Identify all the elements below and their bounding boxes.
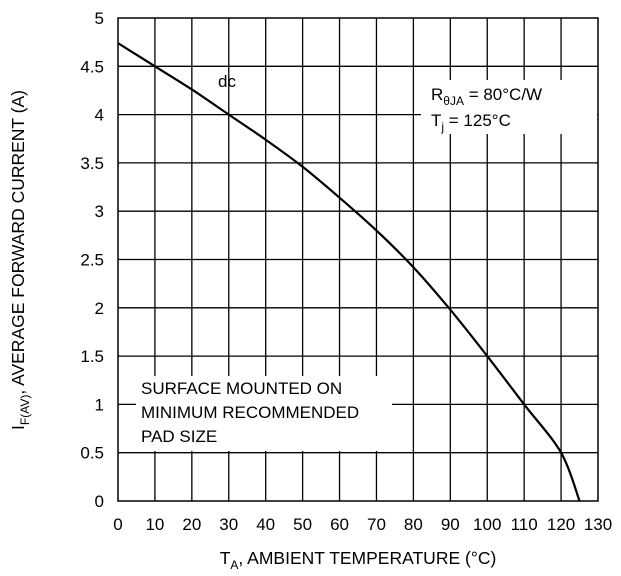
mount-note-line-3: PAD SIZE — [141, 427, 217, 446]
y-tick-label: 1 — [95, 395, 104, 414]
mount-annotation-bg — [136, 376, 392, 451]
y-tick-label: 3 — [95, 202, 104, 221]
tj-annotation: Tj = 125°C — [431, 111, 511, 134]
x-tick-label: 60 — [330, 515, 349, 534]
tick-labels: 0 10 20 30 40 50 60 70 80 90 100 110 120 130 0 0.5 1 1.5 2… — [80, 9, 612, 534]
series-label-dc: dc — [218, 72, 236, 91]
x-tick-label: 80 — [404, 515, 423, 534]
y-tick-label: 4.5 — [80, 57, 104, 76]
x-tick-label: 110 — [511, 515, 538, 534]
y-tick-label: 1.5 — [80, 347, 104, 366]
r-theta-ja-annotation: RθJA = 80°C/W — [431, 85, 542, 108]
x-tick-label: 40 — [256, 515, 275, 534]
y-tick-label: 0.5 — [80, 444, 104, 463]
rating-annotation-bg — [421, 80, 597, 134]
x-tick-label: 50 — [293, 515, 312, 534]
x-axis-title: TA, AMBIENT TEMPERATURE (°C) — [220, 548, 497, 572]
y-tick-label: 4 — [95, 106, 104, 125]
dc-curve — [117, 42, 581, 502]
x-tick-label: 0 — [113, 515, 122, 534]
y-axis-title: IF(AV), AVERAGE FORWARD CURRENT (A) — [8, 90, 32, 430]
x-tick-label: 10 — [145, 515, 164, 534]
x-tick-label: 120 — [547, 515, 575, 534]
x-tick-label: 30 — [219, 515, 238, 534]
y-tick-label: 2 — [95, 299, 104, 318]
y-tick-label: 2.5 — [80, 251, 104, 270]
x-tick-label: 90 — [441, 515, 460, 534]
mount-note-line-1: SURFACE MOUNTED ON — [141, 379, 342, 398]
y-tick-label: 3.5 — [80, 154, 104, 173]
x-tick-label: 70 — [367, 515, 386, 534]
x-tick-label: 130 — [584, 515, 612, 534]
plot-frame — [117, 17, 599, 502]
x-tick-label: 100 — [473, 515, 501, 534]
y-tick-label: 5 — [95, 9, 104, 28]
y-tick-label: 0 — [95, 492, 104, 511]
mount-note-line-2: MINIMUM RECOMMENDED — [141, 403, 359, 422]
x-tick-label: 20 — [182, 515, 201, 534]
